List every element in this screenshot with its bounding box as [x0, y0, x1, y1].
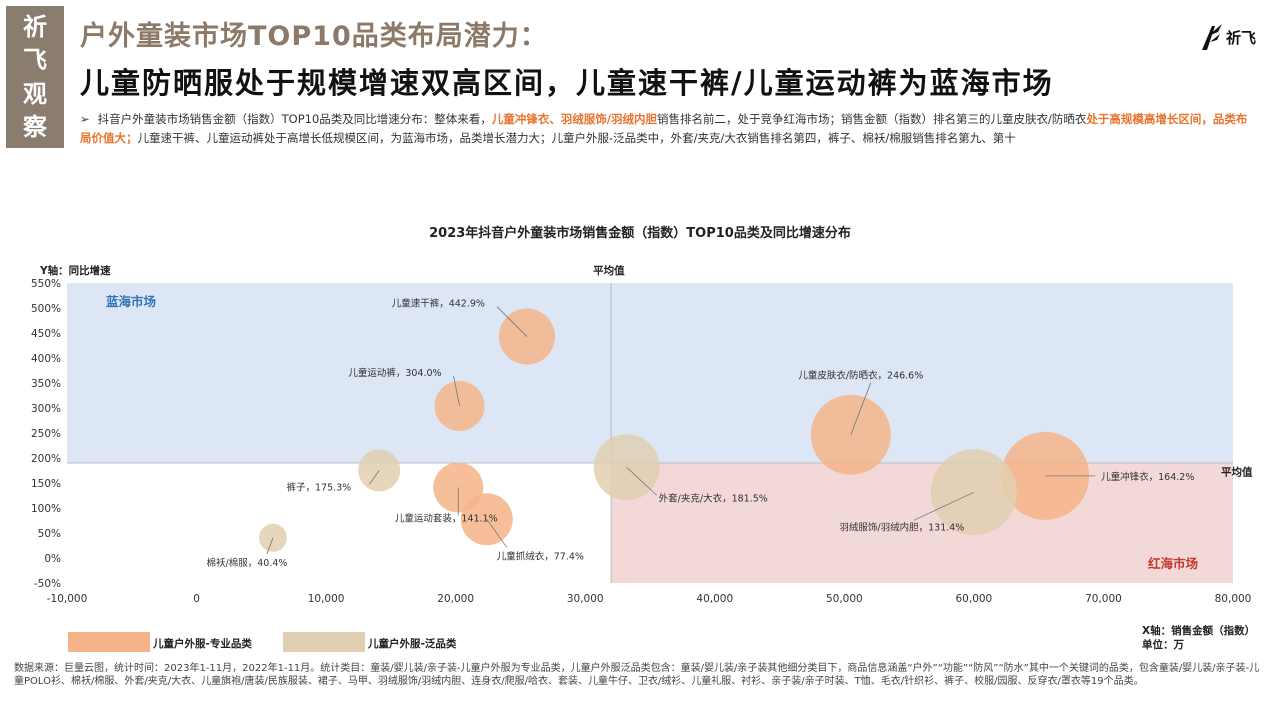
y-tick-label: 400% [31, 353, 61, 365]
x-tick-label: 10,000 [308, 593, 345, 605]
logo-mark-icon [1201, 24, 1222, 50]
data-source-note: 数据来源：巨量云图，统计时间：2023年1-11月，2022年1-11月。统计类… [14, 663, 1260, 687]
summary-highlight: 儿童冲锋衣、羽绒服饰/羽绒内胆 [491, 112, 657, 126]
data-label: 儿童运动裤，304.0% [348, 367, 441, 379]
y-tick-label: 100% [31, 503, 61, 515]
leader-line [496, 306, 528, 337]
bubble-chart: -10,000 0 10,000 20,000 30,000 40,000 50,000 60… [31, 264, 1255, 652]
leader-line [486, 519, 508, 548]
brand-badge: 祈 飞 观 察 [6, 6, 64, 148]
page-subtitle: 户外童装市场TOP10品类布局潜力： [80, 21, 548, 52]
x-tick-label: 60,000 [956, 593, 993, 605]
y-tick-label: 500% [31, 303, 61, 315]
data-label: 儿童速干裤，442.9% [392, 298, 485, 310]
red-ocean-quadrant [611, 463, 1233, 583]
y-tick-label: 550% [31, 278, 61, 290]
y-tick-label: 300% [31, 403, 61, 415]
data-label: 棉袄/棉服，40.4% [207, 557, 288, 569]
y-tick-label: 450% [31, 328, 61, 340]
data-label: 儿童抓绒衣，77.4% [497, 550, 584, 562]
summary-part: 儿童速干裤、儿童运动裤处于高增长低规模区间，为蓝海市场，品类增长潜力大；儿童户外… [137, 131, 1016, 145]
average-x-label: 平均值 [593, 264, 625, 277]
bubble [810, 394, 891, 475]
red-ocean-label: 红海市场 [1148, 556, 1198, 571]
leader-line [850, 382, 872, 435]
leader-line [266, 537, 274, 554]
summary-text: ➢ 抖音户外童装市场销售金额（指数）TOP10品类及同比增速分布：整体来看，儿童冲… [80, 110, 1250, 148]
data-labels: 儿童速干裤，442.9% 儿童运动裤，304.0% 儿童皮肤衣/防晒衣，246.6%… [207, 298, 1195, 569]
leader-line [368, 470, 380, 485]
x-axis: -10,000 0 10,000 20,000 30,000 40,000 50,000 60… [47, 593, 1252, 605]
logo-text: 祈飞 [1225, 28, 1256, 47]
legend-label-general: 儿童户外服-泛品类 [367, 637, 457, 650]
average-y-label: 平均值 [1221, 466, 1253, 479]
y-tick-label: 50% [38, 528, 61, 540]
x-tick-label: 0 [193, 593, 200, 605]
data-label: 儿童运动套装，141.1% [395, 512, 498, 524]
data-label: 羽绒服饰/羽绒内胆，131.4% [839, 521, 964, 533]
badge-char: 飞 [23, 45, 47, 75]
bullet-arrow-icon: ➢ [80, 112, 90, 126]
x-tick-label: 30,000 [567, 593, 604, 605]
legend: 儿童户外服-专业品类 儿童户外服-泛品类 [68, 632, 457, 652]
summary-highlight: 处于高规模高增长区间，品类布局价值大； [80, 112, 1248, 145]
y-axis: -50% 0% 50% 100% 150% 200% 250% 300% 350% 400% 450… [31, 278, 61, 590]
x-tick-label: 50,000 [826, 593, 863, 605]
y-tick-label: 0% [44, 553, 61, 565]
legend-swatch-professional [68, 632, 150, 652]
x-tick-label: 70,000 [1085, 593, 1122, 605]
leader-line [626, 466, 657, 496]
leader-line [913, 491, 975, 521]
badge-char: 观 [23, 78, 47, 108]
blue-ocean-label: 蓝海市场 [106, 294, 156, 309]
y-tick-label: 350% [31, 378, 61, 390]
x-tick-label: 40,000 [696, 593, 733, 605]
page-title: 儿童防晒服处于规模增速双高区间，儿童速干裤/儿童运动裤为蓝海市场 [80, 66, 1054, 100]
x-tick-label: -10,000 [47, 593, 88, 605]
y-tick-label: 250% [31, 428, 61, 440]
legend-label-professional: 儿童户外服-专业品类 [152, 637, 252, 650]
x-tick-label: 20,000 [437, 593, 474, 605]
y-tick-label: 200% [31, 453, 61, 465]
x-tick-label: 80,000 [1215, 593, 1252, 605]
y-axis-label: Y轴：同比增速 [39, 264, 111, 277]
chart-title: 2023年抖音户外童装市场销售金额（指数）TOP10品类及同比增速分布 [429, 226, 851, 241]
badge-char: 祈 [23, 11, 47, 41]
data-label: 外套/夹克/大衣，181.5% [659, 492, 768, 504]
x-axis-label: X轴：销售金额（指数） [1142, 624, 1255, 637]
data-label: 裤子，175.3% [286, 481, 351, 493]
data-label: 儿童皮肤衣/防晒衣，246.6% [798, 370, 923, 382]
leader-line [453, 375, 460, 407]
brand-logo: 祈飞 [1198, 20, 1256, 54]
summary-part: 抖音户外童装市场销售金额（指数）TOP10品类及同比增速分布：整体来看， [97, 112, 492, 126]
badge-char: 察 [23, 112, 47, 142]
summary-part: 销售排名前二，处于竞争红海市场；销售金额（指数）排名第三的儿童皮肤衣/防晒衣 [657, 112, 1087, 126]
data-label: 儿童冲锋衣，164.2% [1101, 471, 1194, 483]
y-tick-label: 150% [31, 478, 61, 490]
bubble [930, 449, 1017, 536]
y-tick-label: -50% [34, 578, 61, 590]
legend-swatch-general [283, 632, 365, 652]
unit-label: 单位：万 [1142, 638, 1184, 651]
